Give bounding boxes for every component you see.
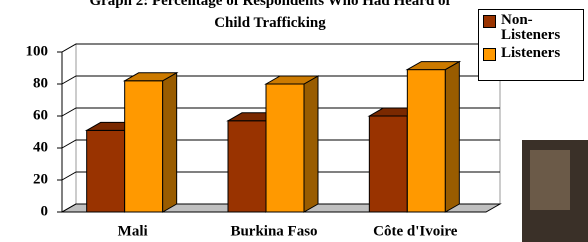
- x-tick-label: Côte d'Ivoire: [373, 223, 458, 239]
- side-wall: [62, 44, 76, 212]
- y-tick-label: 100: [26, 43, 49, 59]
- x-tick-label: Mali: [118, 223, 148, 239]
- legend: Non-Listeners Listeners: [478, 9, 584, 81]
- bar-side: [304, 76, 318, 212]
- bar-front: [87, 130, 125, 212]
- legend-item: Non-Listeners: [483, 13, 579, 43]
- bar-side: [445, 62, 459, 212]
- bar: [266, 76, 318, 212]
- bar-front: [266, 84, 304, 212]
- x-tick-label: Burkina Faso: [230, 223, 317, 239]
- bar-side: [163, 73, 177, 212]
- page: 0 20 40 60 80 100 Mali Burkina Faso Côte d'Ivoir…: [0, 0, 588, 242]
- bar: [407, 62, 459, 212]
- y-tick-label: 0: [41, 203, 49, 219]
- y-tick-label: 20: [33, 171, 48, 187]
- y-tick-label: 80: [33, 75, 48, 91]
- bar-front: [369, 116, 407, 212]
- bar: [125, 73, 177, 212]
- y-tick-label: 40: [33, 139, 48, 155]
- legend-label: Non-Listeners: [501, 13, 571, 43]
- legend-swatch: [483, 48, 496, 61]
- y-tick-label: 60: [33, 107, 48, 123]
- bar-front: [407, 70, 445, 212]
- legend-item: Listeners: [483, 46, 579, 61]
- bar-front: [228, 121, 266, 212]
- legend-label: Listeners: [501, 46, 571, 61]
- legend-swatch: [483, 15, 496, 28]
- chart-title: Graph 2: Percentage of Respondents Who H…: [70, 0, 470, 34]
- photo-fragment: [530, 150, 570, 210]
- bar-front: [125, 81, 163, 212]
